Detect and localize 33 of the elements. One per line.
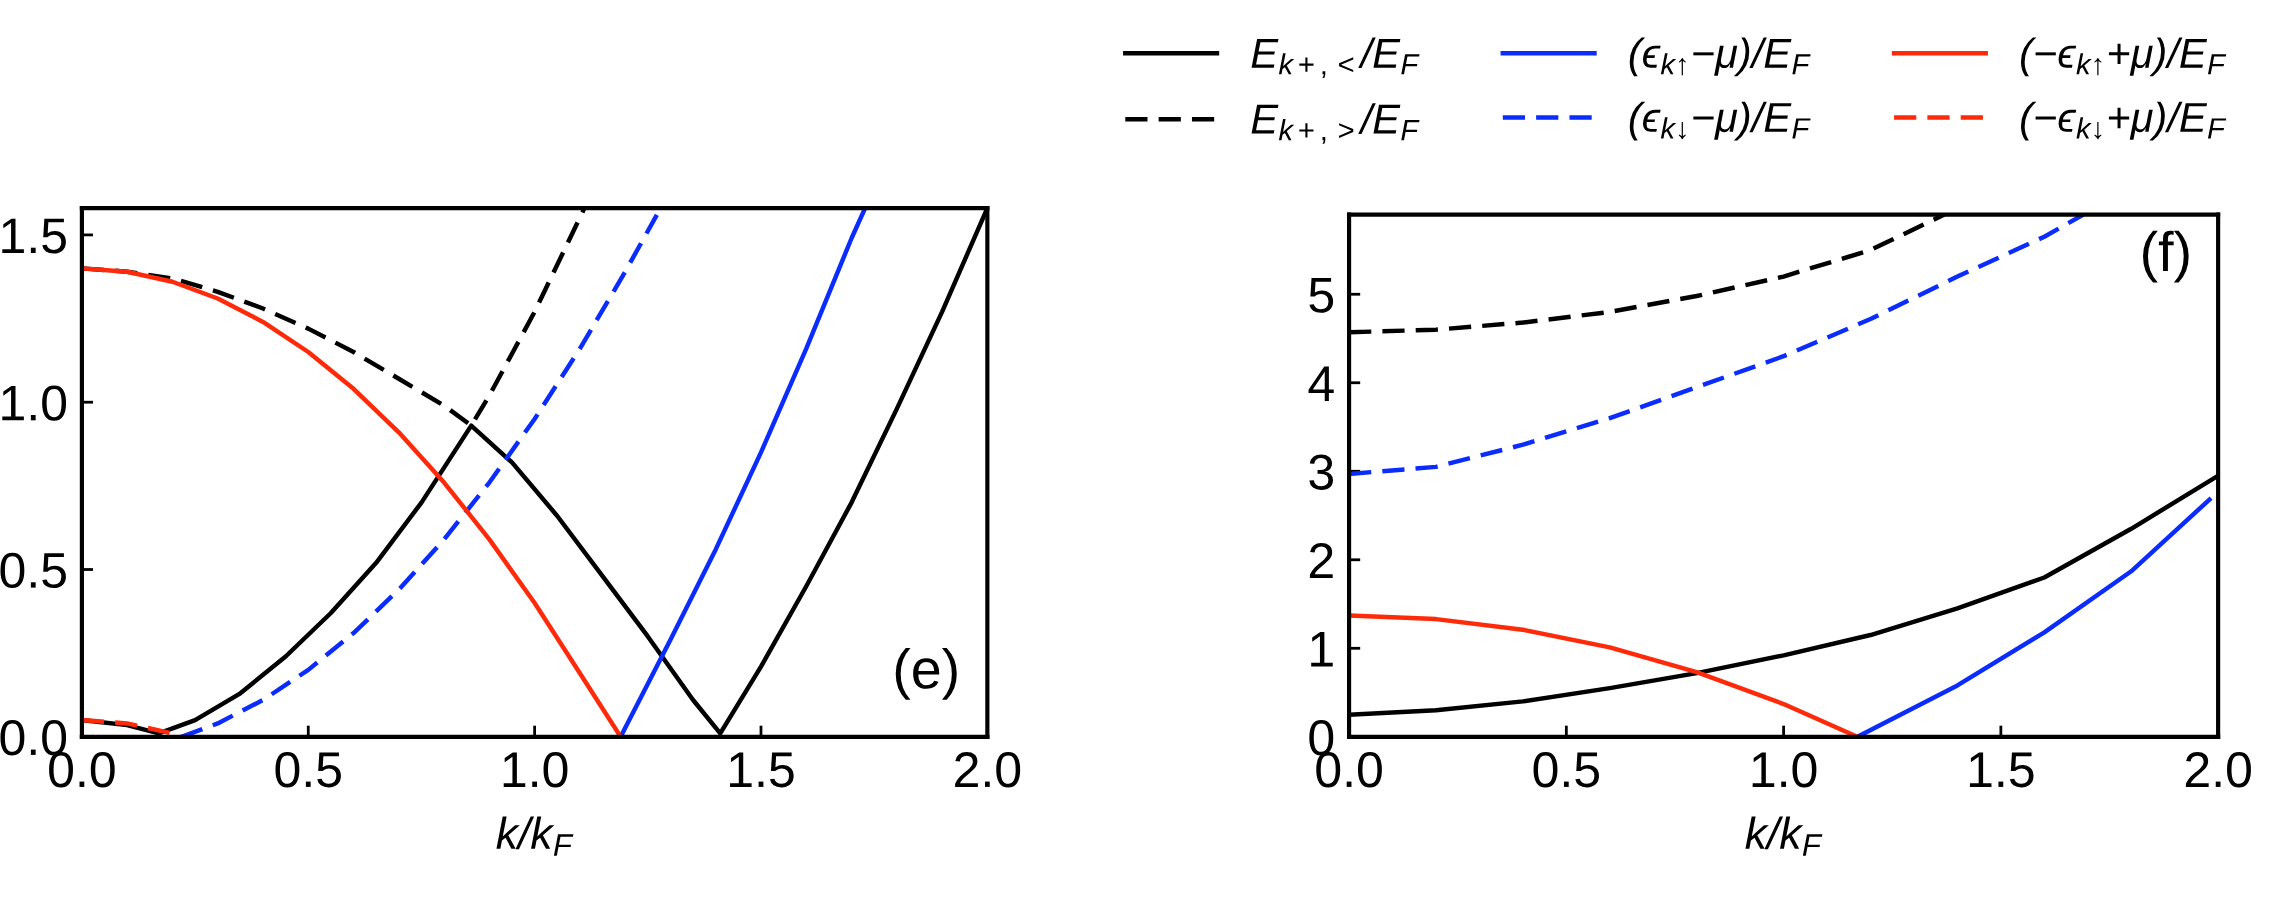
legend-label: E$_{k+,>}$/E$_{F}$ xyxy=(1251,103,1420,144)
annotation: (e) xyxy=(895,648,957,700)
legend-label: (ϵ$_{k↑}$−μ)/E$_{F}$ xyxy=(1629,37,1811,77)
y-tick-label: 1.0 xyxy=(2,385,67,421)
y-tick-label: 3 xyxy=(1309,454,1333,490)
line-series xyxy=(618,208,868,737)
x-tick-label: 0.5 xyxy=(275,752,341,788)
line-series xyxy=(81,717,184,737)
legend-label: E$_{k+,<}$/E$_{F}$ xyxy=(1251,37,1420,79)
y-tick-label: 2 xyxy=(1309,542,1333,578)
x-tick-label: 1.5 xyxy=(1969,752,2034,788)
x-tick-label: 2.0 xyxy=(2185,752,2251,788)
x-tick-label: 1.0 xyxy=(1752,752,1817,788)
y-tick-label: 0.5 xyxy=(0,552,66,589)
annotation: (f) xyxy=(2143,230,2189,283)
line-series xyxy=(1349,613,1860,737)
y-tick-label: 1 xyxy=(1311,632,1333,667)
x-tick-label: 1.5 xyxy=(730,752,794,788)
x-axis-title: k/k$_{F}$ xyxy=(1745,816,1823,856)
y-tick-label: 1.5 xyxy=(2,218,66,254)
line-series xyxy=(1349,214,2086,477)
legend-label: (ϵ$_{k↓}$−μ)/E$_{F}$ xyxy=(1629,101,1811,141)
line-series xyxy=(81,266,623,737)
x-tick-label: 0.5 xyxy=(1533,752,1599,788)
x-axis-title: k/k$_{F}$ xyxy=(496,816,574,856)
y-tick-label: 5 xyxy=(1309,277,1334,313)
legend-label: (−ϵ$_{k↓}$+μ)/E$_{F}$ xyxy=(2020,101,2227,141)
line-series xyxy=(1855,497,2212,737)
x-tick-label: 2.0 xyxy=(955,752,1021,788)
y-tick-label: 4 xyxy=(1308,366,1334,401)
legend-label: (−ϵ$_{k↑}$+μ)/E$_{F}$ xyxy=(2020,37,2227,77)
line-series xyxy=(179,212,660,737)
x-tick-label: 1.0 xyxy=(503,752,568,788)
